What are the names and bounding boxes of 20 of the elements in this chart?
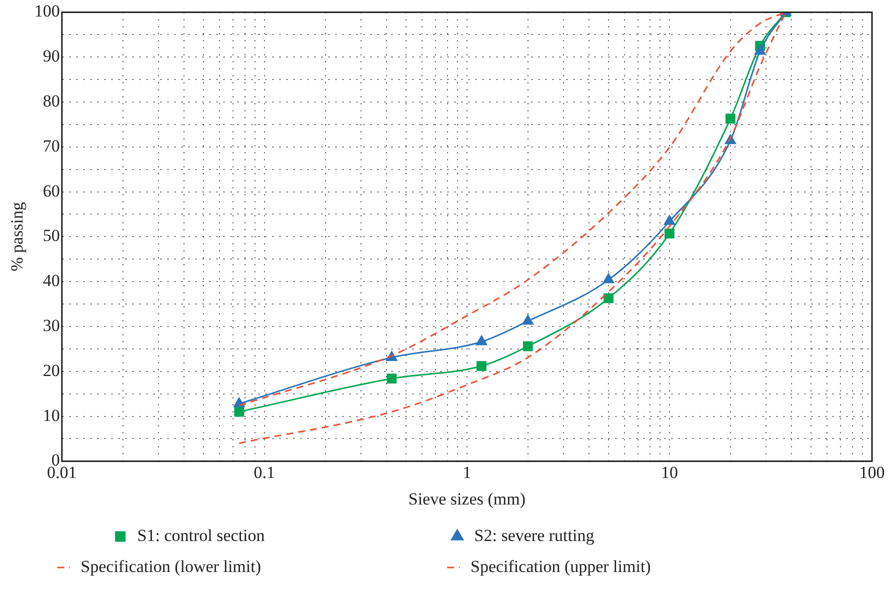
y-tick-label: 70 <box>42 136 60 156</box>
y-tick-label: 90 <box>42 46 60 66</box>
y-tick-label: 20 <box>42 360 60 380</box>
x-tick-label: 10 <box>660 462 678 482</box>
legend-label: Specification (upper limit) <box>470 556 821 576</box>
x-tick-label: 1 <box>462 462 472 482</box>
y-tick-label: 40 <box>42 271 60 290</box>
legend-label: Specification (lower limit) <box>80 556 432 576</box>
legend-label: S2: severe rutting <box>474 526 764 545</box>
y-axis-title: % passing <box>8 202 27 272</box>
y-tick-label: 60 <box>42 181 60 200</box>
y-tick-label: 80 <box>42 91 60 110</box>
y-tick-label: 30 <box>42 316 60 335</box>
x-tick-label: 100 <box>859 462 885 482</box>
x-axis-title: Sieve sizes (mm) <box>408 489 526 508</box>
y-tick-label: 10 <box>42 406 60 425</box>
x-tick-label: 0.1 <box>254 462 276 482</box>
y-tick-label: 100 <box>34 2 60 21</box>
legend-label: S1: control section <box>137 526 435 545</box>
y-tick-label: 50 <box>42 226 60 246</box>
